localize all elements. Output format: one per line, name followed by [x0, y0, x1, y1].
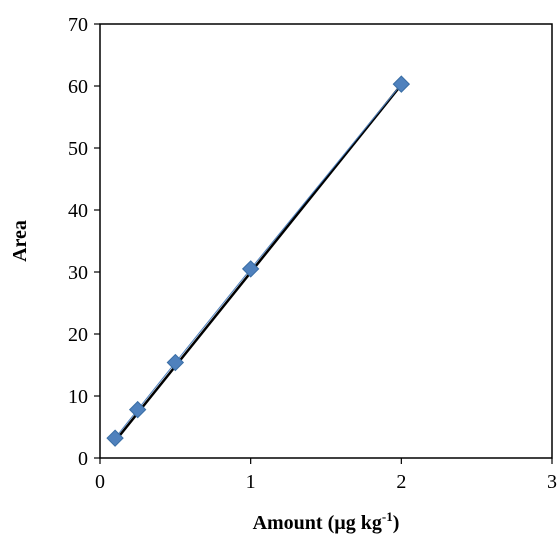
- plot-frame: [99, 23, 553, 459]
- x-axis-title: Amount (µg kg-1): [253, 509, 400, 534]
- y-tick-label: 0: [78, 448, 88, 470]
- data-point-diamond: [106, 429, 124, 447]
- data-point-diamond: [166, 353, 185, 372]
- plot-area: [99, 23, 553, 459]
- y-tick-label: 40: [68, 200, 88, 222]
- x-tick-label: 0: [95, 471, 105, 493]
- x-tick-label: 2: [396, 471, 406, 493]
- y-tick-label: 20: [68, 324, 88, 346]
- trendline: [114, 83, 403, 443]
- y-tick-label: 30: [68, 262, 88, 284]
- trendline-line: [114, 83, 403, 443]
- y-tick-label: 10: [68, 386, 88, 408]
- y-axis-title: Area: [9, 220, 31, 262]
- x-tick-label: 1: [246, 471, 256, 493]
- data-points: [106, 75, 411, 447]
- data-point-diamond: [128, 400, 147, 419]
- x-tick-label: 3: [547, 471, 557, 493]
- y-tick-label: 70: [68, 14, 88, 36]
- data-point-diamond: [392, 75, 411, 93]
- y-tick-label: 60: [68, 76, 88, 98]
- y-axis: 0 10 20 30 40 50 60 70: [68, 14, 100, 470]
- data-point-diamond: [241, 260, 260, 278]
- y-tick-label: 50: [68, 138, 88, 160]
- x-axis: 0 1 2 3: [95, 458, 557, 493]
